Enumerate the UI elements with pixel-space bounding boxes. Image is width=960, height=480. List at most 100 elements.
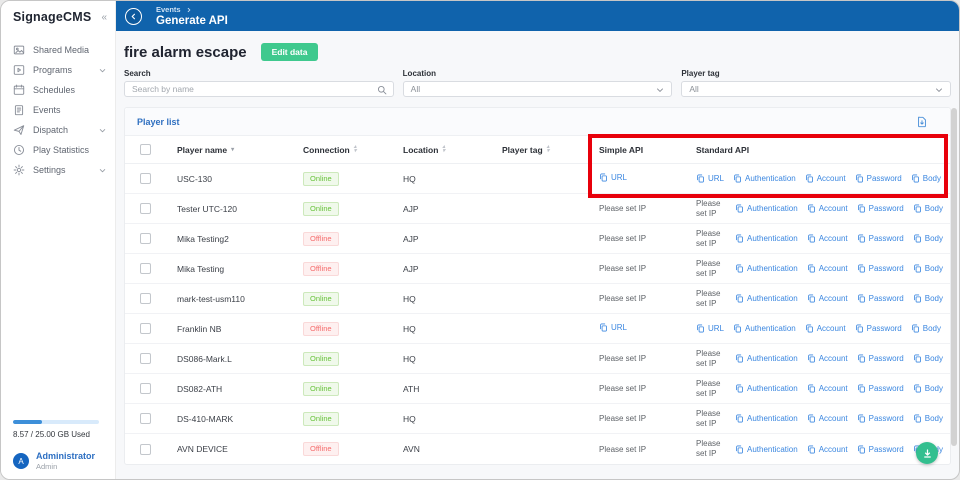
standard-api-account-link[interactable]: Account [807, 384, 848, 393]
standard-api-account-link[interactable]: Account [805, 174, 846, 183]
download-fab-button[interactable] [916, 442, 938, 464]
col-player-tag[interactable]: Player tag ▴ ▾ [502, 144, 550, 155]
breadcrumb-events[interactable]: Events [156, 5, 181, 14]
please-set-ip-text: Please set IP [599, 234, 647, 244]
row-checkbox[interactable] [139, 173, 151, 184]
edit-data-button[interactable]: Edit data [260, 43, 319, 61]
standard-api-account-link[interactable]: Account [807, 294, 848, 303]
standard-api-password-link[interactable]: Password [855, 174, 902, 183]
standard-api-password-link[interactable]: Password [857, 354, 904, 363]
row-checkbox[interactable] [139, 233, 151, 244]
standard-api-password-link[interactable]: Password [857, 445, 904, 454]
table-row: Tester UTC-120 Online AJP Please set IP Plea… [125, 194, 950, 224]
standard-api-password-link[interactable]: Password [857, 264, 904, 273]
standard-api-url-link[interactable]: URL [696, 324, 724, 333]
row-checkbox[interactable] [139, 413, 151, 424]
standard-api-account-link[interactable]: Account [805, 324, 846, 333]
copy-icon [855, 174, 864, 183]
sidebar-item-programs[interactable]: Programs [1, 60, 115, 80]
connection-status-badge: Online [303, 171, 339, 186]
row-checkbox[interactable] [139, 263, 151, 274]
sidebar-item-settings[interactable]: Settings [1, 160, 115, 180]
row-checkbox[interactable] [139, 293, 151, 304]
standard-api-authentication-link[interactable]: Authentication [735, 414, 798, 423]
sidebar-nav: Shared Media Programs Schedules Events Dispa… [1, 40, 115, 180]
standard-api-cell: Please set IP Authentication Account Passwo… [684, 349, 950, 368]
standard-api-authentication-link[interactable]: Authentication [735, 294, 798, 303]
player-name-cell: USC-130 [177, 173, 212, 184]
export-icon[interactable] [916, 116, 928, 128]
row-checkbox[interactable] [139, 383, 151, 394]
avatar: A [13, 453, 29, 470]
player-tag-select[interactable]: All [681, 81, 952, 97]
standard-api-account-link[interactable]: Account [807, 445, 848, 454]
copy-icon [735, 264, 744, 273]
standard-api-body-link[interactable]: Body [913, 354, 943, 363]
standard-api-account-link[interactable]: Account [807, 234, 848, 243]
back-button[interactable] [125, 7, 142, 25]
standard-api-body-link[interactable]: Body [911, 324, 941, 333]
search-input[interactable] [132, 84, 375, 94]
sidebar-collapse-icon[interactable]: « [101, 11, 107, 23]
standard-api-authentication-link[interactable]: Authentication [735, 354, 798, 363]
row-checkbox[interactable] [139, 443, 151, 455]
col-standard-api: Standard API [696, 144, 750, 155]
standard-api-body-link[interactable]: Body [913, 414, 943, 423]
location-select[interactable]: All [402, 81, 673, 97]
location-cell: HQ [403, 323, 416, 334]
standard-api-password-link[interactable]: Password [855, 324, 902, 333]
standard-api-password-label: Password [868, 204, 904, 213]
please-set-ip-text: Please set IP [599, 384, 647, 394]
copy-icon [735, 294, 744, 303]
image-icon [13, 44, 25, 56]
standard-api-body-link[interactable]: Body [913, 234, 943, 243]
standard-api-authentication-link[interactable]: Authentication [735, 204, 798, 213]
standard-api-password-link[interactable]: Password [857, 294, 904, 303]
location-cell: HQ [403, 173, 416, 184]
select-all-checkbox[interactable] [139, 144, 151, 155]
standard-api-body-link[interactable]: Body [913, 384, 943, 393]
standard-api-password-link[interactable]: Password [857, 414, 904, 423]
standard-api-authentication-link[interactable]: Authentication [735, 384, 798, 393]
standard-api-authentication-link[interactable]: Authentication [735, 234, 798, 243]
sidebar-item-schedules[interactable]: Schedules [1, 80, 115, 100]
player-name-cell: Franklin NB [177, 323, 222, 334]
standard-api-authentication-link[interactable]: Authentication [735, 264, 798, 273]
simple-api-cell: Please set IP [587, 203, 684, 214]
sidebar-item-shared-media[interactable]: Shared Media [1, 40, 115, 60]
standard-api-authentication-link[interactable]: Authentication [733, 174, 796, 183]
col-player-name[interactable]: Player name ▾ [177, 144, 235, 155]
standard-api-body-link[interactable]: Body [913, 294, 943, 303]
standard-api-authentication-label: Authentication [745, 174, 796, 183]
standard-api-password-link[interactable]: Password [857, 384, 904, 393]
user-profile[interactable]: A Administrator Admin [13, 451, 103, 471]
vertical-scrollbar[interactable] [951, 108, 957, 446]
copy-icon [913, 234, 922, 243]
col-connection[interactable]: Connection ▴ ▾ [303, 144, 357, 155]
row-checkbox[interactable] [139, 323, 151, 334]
storage-bar [13, 420, 99, 425]
program-icon [13, 64, 25, 76]
standard-api-body-link[interactable]: Body [911, 174, 941, 183]
standard-api-password-link[interactable]: Password [857, 204, 904, 213]
col-location[interactable]: Location ▴ ▾ [403, 144, 446, 155]
standard-api-account-link[interactable]: Account [807, 354, 848, 363]
standard-api-body-link[interactable]: Body [913, 264, 943, 273]
standard-api-account-link[interactable]: Account [807, 204, 848, 213]
standard-api-authentication-link[interactable]: Authentication [735, 445, 798, 454]
sidebar-item-label: Shared Media [33, 45, 90, 55]
standard-api-body-link[interactable]: Body [913, 204, 943, 213]
standard-api-account-link[interactable]: Account [807, 414, 848, 423]
row-checkbox[interactable] [139, 353, 151, 364]
simple-api-url-link[interactable]: URL [599, 323, 627, 332]
sidebar-item-dispatch[interactable]: Dispatch [1, 120, 115, 140]
standard-api-password-link[interactable]: Password [857, 234, 904, 243]
standard-api-account-link[interactable]: Account [807, 264, 848, 273]
standard-api-url-link[interactable]: URL [696, 174, 724, 183]
standard-api-authentication-link[interactable]: Authentication [733, 324, 796, 333]
row-checkbox[interactable] [139, 203, 151, 214]
simple-api-url-link[interactable]: URL [599, 173, 627, 182]
sidebar-item-events[interactable]: Events [1, 100, 115, 120]
sidebar-item-play-statistics[interactable]: Play Statistics [1, 140, 115, 160]
